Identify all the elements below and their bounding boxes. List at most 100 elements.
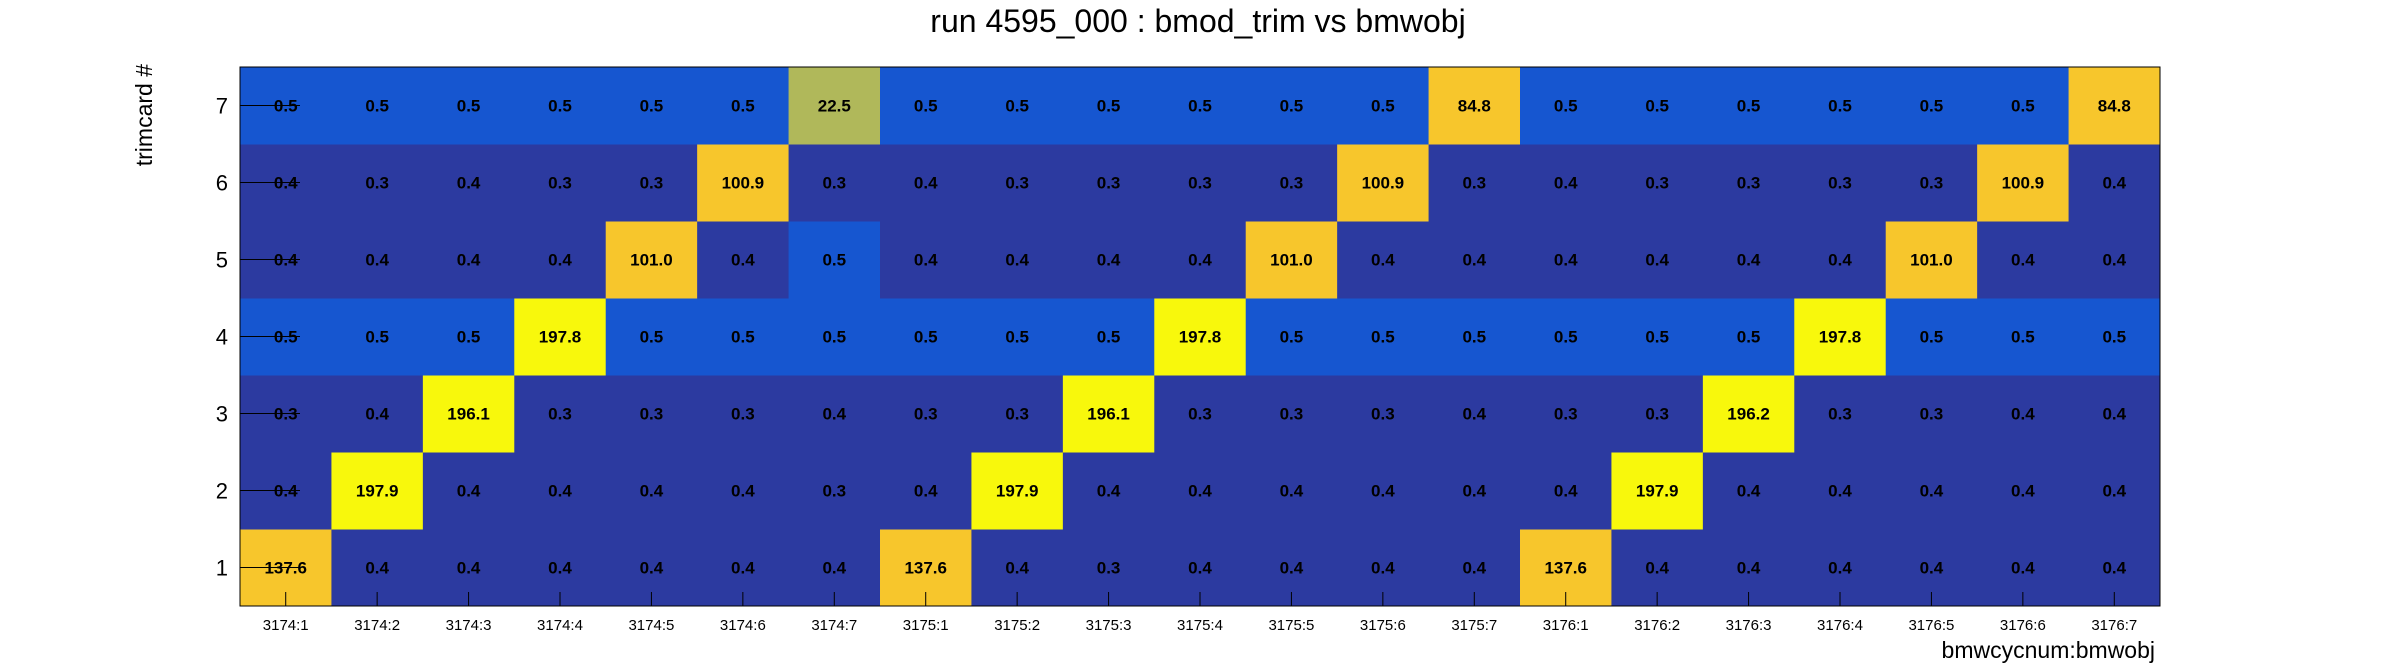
cell-value-label: 0.3	[1828, 405, 1852, 424]
heatmap-cell	[1702, 452, 1795, 530]
heatmap-cell	[1245, 452, 1338, 530]
heatmap-cell	[1702, 375, 1795, 453]
x-tick-label: 3175:4	[1177, 617, 1223, 634]
cell-value-label: 84.8	[2098, 97, 2131, 116]
cell-value-label: 0.3	[1645, 405, 1669, 424]
heatmap-cell	[1977, 452, 2070, 530]
heatmap-cell	[697, 221, 790, 299]
heatmap-cell	[422, 452, 515, 530]
cell-value-label: 0.5	[365, 328, 389, 347]
cell-value-label: 0.5	[365, 97, 389, 116]
cell-value-label: 0.4	[365, 405, 389, 424]
cell-value-label: 0.4	[1280, 482, 1304, 501]
x-tick-label: 3176:7	[2091, 617, 2137, 634]
heatmap-cell	[514, 298, 607, 376]
cell-value-label: 0.4	[1005, 559, 1029, 578]
cell-value-label: 0.4	[1188, 251, 1212, 270]
heatmap-cell	[331, 375, 424, 453]
cell-value-label: 0.4	[1005, 251, 1029, 270]
cell-value-label: 101.0	[1270, 251, 1313, 270]
cell-value-label: 0.3	[1280, 405, 1304, 424]
cell-value-label: 0.4	[1371, 559, 1395, 578]
cell-value-label: 0.4	[548, 482, 572, 501]
heatmap-cell	[1154, 298, 1247, 376]
cell-value-label: 0.3	[1645, 174, 1669, 193]
heatmap-cell	[1611, 221, 1704, 299]
heatmap-cell	[697, 144, 790, 222]
cell-value-label: 197.8	[539, 328, 582, 347]
cell-value-label: 22.5	[818, 97, 851, 116]
y-axis-label: trimcard #	[131, 64, 157, 166]
x-tick-label: 3176:6	[2000, 617, 2046, 634]
cell-value-label: 0.5	[457, 97, 481, 116]
cell-value-label: 101.0	[630, 251, 673, 270]
cell-value-label: 0.5	[1737, 97, 1761, 116]
heatmap-cell	[1154, 452, 1247, 530]
cell-value-label: 137.6	[1544, 559, 1587, 578]
heatmap-cell	[1337, 298, 1430, 376]
cell-value-label: 0.5	[1371, 328, 1395, 347]
heatmap-cell	[1245, 375, 1338, 453]
cell-value-label: 0.5	[1554, 328, 1578, 347]
cell-value-label: 197.9	[996, 482, 1039, 501]
cell-value-label: 196.1	[1087, 405, 1130, 424]
heatmap-cell	[605, 221, 698, 299]
heatmap-cell	[422, 67, 515, 145]
heatmap-cell	[514, 452, 607, 530]
y-axis: 1 2 3 4 5 6 7	[216, 94, 300, 581]
heatmap-cell	[1611, 67, 1704, 145]
heatmap-cell	[1154, 144, 1247, 222]
heatmap-cell	[1794, 221, 1887, 299]
heatmap-cell	[880, 221, 972, 299]
x-tick-label: 3175:6	[1360, 617, 1406, 634]
heatmap-cell	[1611, 144, 1704, 222]
heatmap-cell	[1611, 298, 1704, 376]
cell-value-label: 0.4	[1371, 482, 1395, 501]
heatmap-cell	[422, 144, 515, 222]
heatmap-cell	[514, 144, 607, 222]
heatmap-cell	[971, 144, 1064, 222]
cell-value-label: 0.5	[1371, 97, 1395, 116]
y-tick-label: 7	[216, 94, 228, 119]
heatmap-cell	[1977, 298, 2070, 376]
cell-value-label: 0.4	[914, 251, 938, 270]
heatmap-cell	[2068, 452, 2161, 530]
x-tick-label: 3175:1	[903, 617, 949, 634]
x-tick-label: 3175:7	[1451, 617, 1497, 634]
heatmap-cell	[1702, 298, 1795, 376]
heatmap-cell	[1154, 221, 1247, 299]
cell-value-label: 0.4	[1462, 482, 1486, 501]
cell-value-label: 0.3	[1462, 174, 1486, 193]
cell-value-label: 0.4	[365, 559, 389, 578]
cell-value-label: 0.4	[1462, 559, 1486, 578]
cell-value-label: 197.9	[1636, 482, 1679, 501]
x-tick-label: 3174:4	[537, 617, 583, 634]
heatmap-cell	[331, 144, 424, 222]
cell-value-label: 0.4	[822, 559, 846, 578]
heatmap-cell	[2068, 67, 2161, 145]
cell-value-label: 0.3	[1280, 174, 1304, 193]
cell-value-label: 0.4	[1097, 482, 1121, 501]
heatmap-cell	[331, 221, 424, 299]
cell-value-label: 0.4	[1097, 251, 1121, 270]
heatmap-cell	[1885, 67, 1978, 145]
heatmap-cell	[422, 298, 515, 376]
cell-value-label: 0.5	[1097, 97, 1121, 116]
y-tick-label: 5	[216, 248, 228, 273]
heatmap-cell	[422, 221, 515, 299]
heatmap-cell	[1520, 375, 1612, 453]
cell-value-label: 0.3	[1005, 405, 1029, 424]
heatmap-cell	[788, 67, 881, 145]
heatmap-cell	[971, 67, 1064, 145]
heatmap-cell	[1885, 221, 1978, 299]
heatmap-cell	[1520, 298, 1612, 376]
heatmap-cell	[1062, 221, 1155, 299]
cell-value-label: 0.4	[1737, 251, 1761, 270]
heatmap-cell	[697, 452, 790, 530]
heatmap-cell	[971, 452, 1064, 530]
cell-value-label: 0.4	[457, 559, 481, 578]
heatmap-cell	[1977, 67, 2070, 145]
x-tick-label: 3176:2	[1634, 617, 1680, 634]
x-tick-label: 3174:2	[354, 617, 400, 634]
